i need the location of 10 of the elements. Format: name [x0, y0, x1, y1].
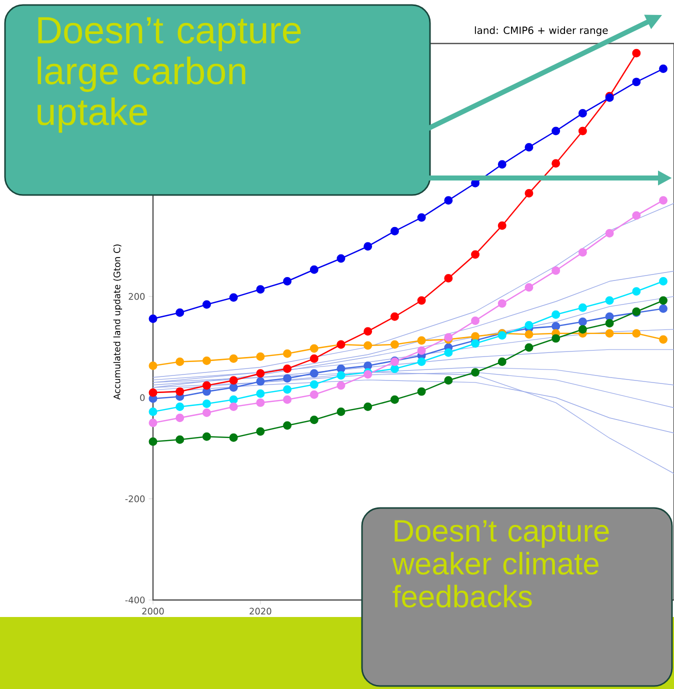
chart-title: land: CMIP6 + wider range [474, 26, 608, 36]
annotation: Doesn’t capture weaker climate feedbacks [392, 520, 609, 608]
y-tick-label: -200 [125, 495, 145, 502]
annotation: Doesn’t capture large carbon uptake [38, 17, 301, 133]
y-axis-title: Accumulated land update (Gton C) [113, 244, 122, 400]
y-tick-label: 200 [128, 293, 145, 300]
x-tick-label: 2000 [142, 608, 164, 615]
y-tick-label: -400 [125, 596, 145, 604]
y-tick-label: 0 [140, 394, 145, 402]
x-tick-label: 2020 [250, 608, 272, 615]
